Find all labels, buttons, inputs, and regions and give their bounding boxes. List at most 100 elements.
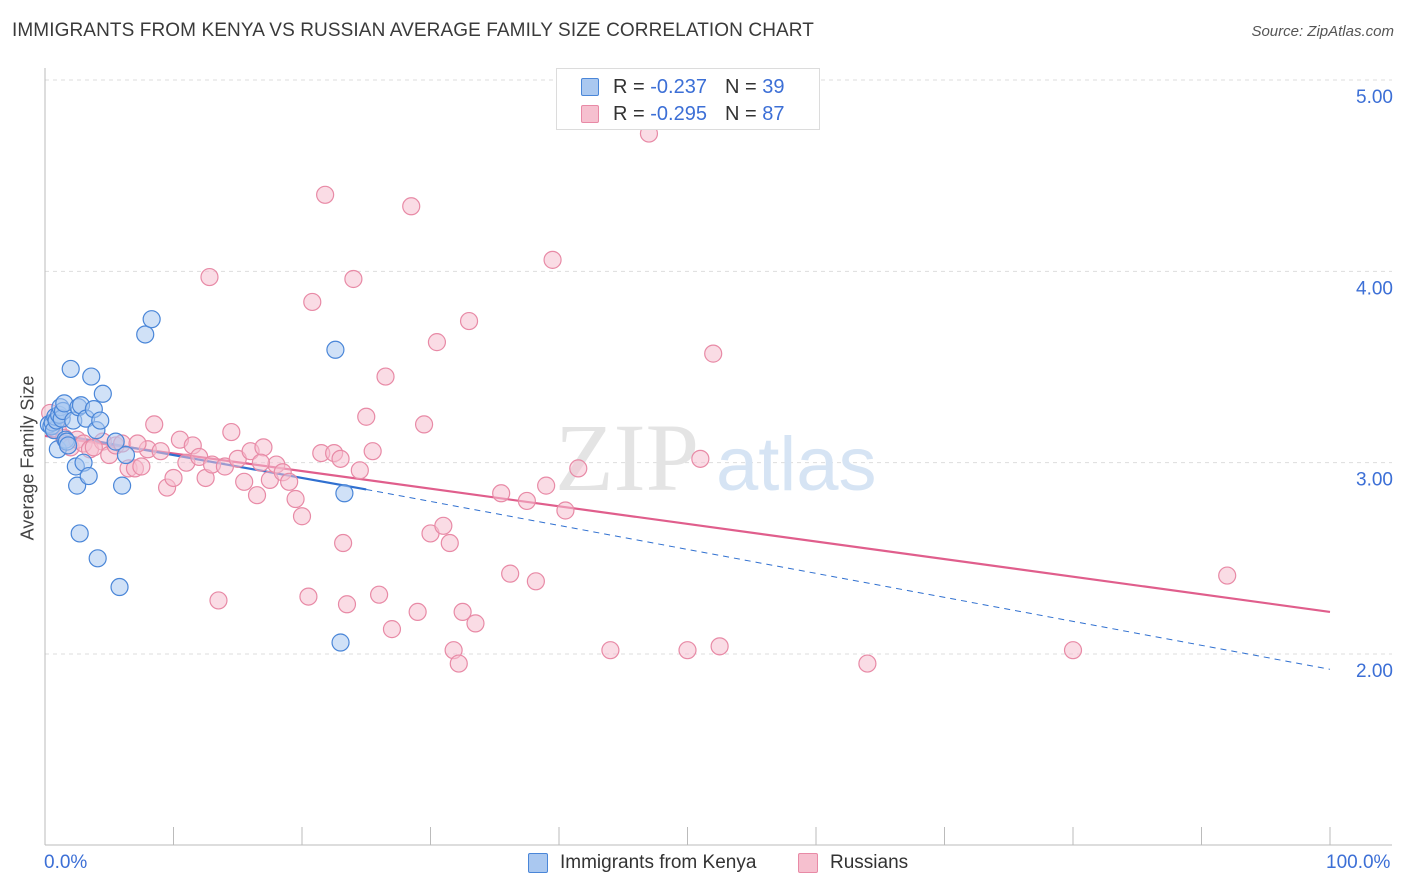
- russian-point: [316, 185, 335, 204]
- russian-point: [427, 333, 447, 352]
- bottom-legend-russian: Russians: [798, 852, 908, 874]
- russian-point: [376, 367, 395, 386]
- kenya-points: [39, 310, 354, 652]
- russian-point: [408, 602, 427, 622]
- legend-kenya-r-label: R =: [613, 75, 645, 98]
- russian-point: [449, 654, 468, 673]
- legend-kenya-r-value: -0.237: [650, 75, 707, 98]
- russian-point: [434, 516, 453, 535]
- russian-point: [334, 533, 353, 553]
- kenya-point: [79, 466, 98, 486]
- y-tick-label: 4.00: [1356, 278, 1393, 299]
- russian-point: [517, 491, 536, 511]
- legend-swatch-russian: [581, 105, 599, 123]
- russian-point: [678, 641, 697, 660]
- russian-point: [453, 602, 472, 622]
- russian-point: [132, 457, 151, 476]
- russian-point: [710, 637, 729, 656]
- russian-point: [543, 250, 562, 269]
- russian-point: [402, 197, 421, 216]
- russian-point: [331, 449, 350, 468]
- russian-point: [222, 422, 241, 442]
- legend-russian-r-label: R =: [613, 102, 645, 125]
- kenya-point: [110, 577, 129, 597]
- russian-point: [691, 449, 710, 468]
- legend-russian-n-label: N =: [724, 102, 757, 125]
- russian-point: [303, 292, 322, 312]
- kenya-point: [91, 411, 110, 430]
- russian-point: [235, 472, 254, 491]
- legend-kenya-n-value: 39: [762, 75, 785, 98]
- bottom-legend-kenya-label: Immigrants from Kenya: [560, 852, 757, 873]
- russian-point: [414, 415, 434, 434]
- russian-point: [556, 501, 575, 520]
- russian-point: [526, 572, 545, 591]
- kenya-point: [82, 367, 101, 386]
- legend-row-russian: R = -0.295 N = 87: [581, 101, 784, 127]
- russian-point: [280, 472, 299, 491]
- kenya-point: [59, 436, 78, 455]
- kenya-point: [136, 325, 155, 344]
- kenya-point: [326, 340, 345, 359]
- russian-point: [1218, 566, 1237, 585]
- legend-row-kenya: R = -0.237 N = 39: [581, 74, 784, 100]
- russian-point: [286, 489, 305, 509]
- source-label: Source: ZipAtlas.com: [1251, 23, 1394, 40]
- kenya-point: [335, 484, 354, 503]
- russian-point: [382, 620, 402, 639]
- russian-point: [440, 533, 459, 553]
- bottom-legend-swatch-russian: [798, 853, 818, 873]
- bottom-legend-russian-label: Russians: [830, 852, 909, 873]
- y-tick-label: 5.00: [1356, 87, 1393, 108]
- russian-point: [292, 507, 312, 526]
- bottom-legend-swatch-kenya: [528, 853, 548, 873]
- russian-point: [200, 267, 219, 287]
- russian-point: [1063, 641, 1083, 660]
- russian-point: [337, 595, 357, 614]
- russian-point: [537, 476, 556, 495]
- russian-point: [501, 564, 520, 583]
- axes: [44, 68, 1392, 846]
- kenya-point: [112, 476, 132, 495]
- legend-swatch-kenya: [581, 78, 599, 96]
- bottom-legend-kenya: Immigrants from Kenya: [528, 852, 756, 874]
- watermark-atlas: atlas: [716, 422, 877, 507]
- russian-points: [41, 124, 1237, 673]
- y-axis-label: Average Family Size: [17, 375, 38, 541]
- chart-title: IMMIGRANTS FROM KENYA VS RUSSIAN AVERAGE…: [12, 20, 814, 41]
- kenya-point: [106, 432, 125, 451]
- y-tick-label: 3.00: [1356, 470, 1393, 491]
- russian-point: [247, 486, 267, 505]
- stats-legend: R = -0.237 N = 39 R = -0.295 N = 87: [556, 68, 820, 130]
- russian-point: [254, 438, 273, 457]
- legend-russian-n-value: 87: [762, 102, 785, 125]
- russian-point: [858, 654, 877, 673]
- russian-point: [84, 438, 103, 457]
- russian-point: [299, 587, 318, 606]
- russian-point: [344, 269, 363, 289]
- russian-point: [459, 311, 479, 331]
- kenya-point: [142, 310, 161, 329]
- legend-russian-r-value: -0.295: [650, 102, 707, 125]
- kenya-point: [70, 524, 89, 543]
- kenya-point: [88, 549, 107, 568]
- russian-point: [357, 407, 376, 426]
- x-tick-min: 0.0%: [44, 852, 88, 873]
- russian-point: [128, 434, 147, 453]
- russian-point: [492, 484, 511, 503]
- legend-kenya-n-label: N =: [724, 75, 757, 98]
- watermark: ZIP atlas: [555, 404, 877, 511]
- kenya-point: [331, 633, 350, 652]
- russian-point: [601, 641, 620, 660]
- russian-point: [164, 468, 183, 488]
- grid-lines: [45, 79, 1392, 655]
- russian-point: [363, 442, 382, 461]
- watermark-zip: ZIP: [555, 404, 699, 511]
- kenya-trend-extension: [366, 488, 1331, 670]
- russian-point: [251, 453, 270, 472]
- russian-point: [569, 459, 588, 478]
- russian-point: [370, 585, 389, 604]
- kenya-point: [61, 359, 80, 379]
- russian-point: [209, 591, 228, 610]
